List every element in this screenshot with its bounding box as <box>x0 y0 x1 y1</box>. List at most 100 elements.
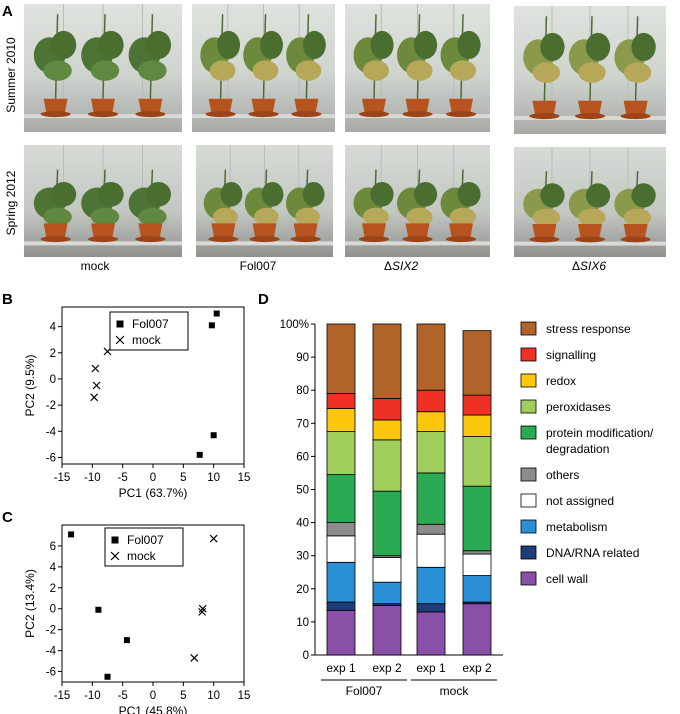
bar-segment-peroxidases <box>326 431 356 476</box>
pot-saucer <box>529 236 560 243</box>
photo-tile <box>24 4 182 132</box>
legend: Fol007 mock <box>109 311 189 351</box>
x-category-label: exp 2 <box>462 661 492 675</box>
flower-pot <box>405 223 430 240</box>
flower-pot <box>578 100 602 117</box>
legend-swatch <box>520 425 537 440</box>
flower-pot <box>623 100 648 117</box>
y-tick-label: -2 <box>46 400 56 412</box>
legend-label: Fol007 <box>127 533 164 547</box>
column-label-six2: ΔSIX2 <box>384 259 418 273</box>
bar-segment-not <box>462 553 492 576</box>
bar-segment-cell <box>462 603 492 656</box>
y-tick-label: 0 <box>50 604 56 616</box>
legend-swatch <box>520 519 537 534</box>
pot-saucer <box>575 113 605 120</box>
photo-tile <box>345 145 490 257</box>
y-axis-label: PC2 (9.5%) <box>23 354 37 416</box>
shelf <box>24 241 182 246</box>
y-tick-label: 4 <box>50 322 57 334</box>
panel-letter-d: D <box>258 291 269 308</box>
bar-segment-peroxidases <box>372 439 402 492</box>
y-tick-label: 70 <box>296 418 309 430</box>
pot-saucer <box>88 236 118 243</box>
plant-foliage <box>406 207 433 226</box>
flower-pot <box>43 98 68 115</box>
legend-marker <box>111 536 119 544</box>
point-fol007 <box>123 637 130 644</box>
y-tick-label: 20 <box>296 584 309 596</box>
bar-segment-cell <box>326 609 356 656</box>
legend-label: stress response <box>546 322 631 336</box>
x-category-label: exp 2 <box>372 661 402 675</box>
legend-label: redox <box>546 374 576 388</box>
bar-segment-stress <box>416 323 446 391</box>
plant-foliage <box>585 32 611 62</box>
bar-segment-stress <box>372 323 402 399</box>
pot-saucer <box>248 111 279 118</box>
bar-segment-signalling <box>372 398 402 421</box>
bar-segment-stress <box>326 323 356 394</box>
plant-foliage <box>43 60 72 81</box>
plant-foliage <box>578 208 606 227</box>
pot-saucer <box>620 236 651 243</box>
pot-saucer <box>88 111 118 118</box>
plant-foliage <box>540 183 565 208</box>
x-category-label: exp 1 <box>326 661 356 675</box>
photo-tile <box>514 147 666 257</box>
legend-label: degradation <box>546 442 609 456</box>
y-tick-label: 0 <box>50 374 56 386</box>
legend-swatch <box>520 321 537 336</box>
legend-marker <box>115 335 125 345</box>
plant-foliage <box>90 60 120 81</box>
legend-label: not assigned <box>546 494 614 508</box>
y-tick-label: 2 <box>50 348 56 360</box>
legend-label: Fol007 <box>132 317 169 331</box>
plant-foliage <box>145 181 172 207</box>
flower-pot <box>91 223 115 240</box>
plant-foliage <box>406 60 433 81</box>
legend-label: peroxidases <box>546 400 611 414</box>
plant-foliage <box>98 181 124 207</box>
plant-foliage <box>631 32 656 62</box>
bar-segment-protein <box>462 485 492 552</box>
photo-tile <box>345 4 490 132</box>
legend-label: signalling <box>546 348 596 362</box>
photo-tile <box>514 6 666 134</box>
x-category-label: exp 1 <box>416 661 446 675</box>
bar-segment-cell <box>416 611 446 656</box>
column-label-fol007: Fol007 <box>240 259 277 273</box>
bar-segment-dna-rna <box>416 603 446 613</box>
plant-foliage <box>50 30 77 60</box>
y-tick-label: 100% <box>280 319 309 331</box>
pot-saucer <box>208 236 239 243</box>
y-tick-label: 10 <box>296 617 309 629</box>
plant-foliage <box>449 60 477 81</box>
column-label-mock: mock <box>81 259 111 273</box>
x-axis-label: PC1 (45.8%) <box>119 704 188 714</box>
six2-text: SIX2 <box>392 259 418 273</box>
pot-saucer <box>575 236 605 243</box>
six6-text: SIX6 <box>580 259 606 273</box>
bar-segment-metabolism <box>372 581 402 605</box>
point-fol007 <box>68 531 75 538</box>
legend-label: metabolism <box>546 520 607 534</box>
flower-pot <box>532 224 557 240</box>
plant-foliage <box>370 30 394 60</box>
plant-foliage <box>449 207 477 226</box>
shelf <box>514 241 666 246</box>
shelf <box>345 241 490 246</box>
y-tick-label: -2 <box>46 625 56 637</box>
shelf <box>196 241 333 246</box>
flower-pot <box>362 98 386 115</box>
point-mock <box>91 364 100 373</box>
y-tick-label: -4 <box>46 646 57 658</box>
bar-segment-others <box>462 550 492 555</box>
pot-saucer <box>620 113 651 120</box>
plant-foliage <box>145 30 172 60</box>
plant-foliage <box>578 62 606 83</box>
x-tick-label: 10 <box>207 472 220 484</box>
bar-segment-redox <box>326 408 356 432</box>
bar-segment-redox <box>462 414 492 437</box>
